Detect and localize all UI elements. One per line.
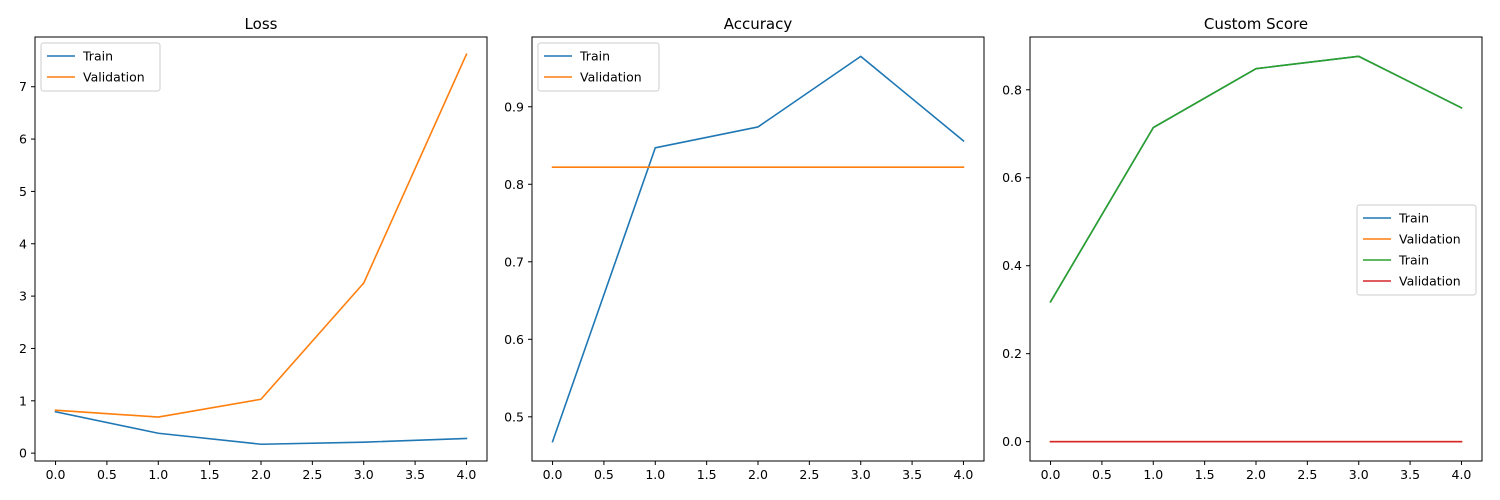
y-tick-label: 0.6 <box>1002 170 1022 185</box>
legend-label: Train <box>1398 211 1429 226</box>
x-tick-label: 1.5 <box>1195 467 1215 482</box>
y-tick-label: 6 <box>19 132 27 147</box>
x-tick-label: 3.0 <box>851 467 871 482</box>
legend-box <box>1356 204 1477 296</box>
x-tick-label: 2.0 <box>251 467 271 482</box>
legend-label: Validation <box>83 70 145 85</box>
x-tick-label: 2.5 <box>302 467 322 482</box>
series-line-validation-2 <box>54 53 468 418</box>
legend-label: Train <box>82 49 113 64</box>
legend-box <box>40 42 161 92</box>
legend-label: Validation <box>1399 274 1461 289</box>
x-tick-label: 3.5 <box>405 467 425 482</box>
y-tick-label: 0.9 <box>504 99 524 114</box>
x-tick-label: 2.5 <box>1297 467 1317 482</box>
chart-panel-2: Accuracy 0.0 0.5 1.0 1.5 2.0 2.5 3.0 3.5 4.0 0.5 0.… <box>504 15 985 482</box>
x-tick-label: 3.0 <box>354 467 374 482</box>
x-tick-label: 4.0 <box>954 467 974 482</box>
plot-frame <box>531 36 985 462</box>
series-line-train-1 <box>54 410 468 446</box>
x-tick-label: 3.5 <box>902 467 922 482</box>
x-tick-label: 1.5 <box>200 467 220 482</box>
x-tick-label: 0.0 <box>543 467 563 482</box>
legend: Train Validation Train Validation <box>1356 204 1477 296</box>
y-tick-label: 1 <box>19 393 27 408</box>
legend-label: Train <box>1398 253 1429 268</box>
x-tick-label: 0.0 <box>46 467 66 482</box>
chart-panel-3: Custom Score 0.0 0.5 1.0 1.5 2.0 2.5 3.0 3.5 4.0 0… <box>1002 15 1483 482</box>
y-tick-label: 7 <box>19 79 27 94</box>
y-tick-label: 5 <box>19 184 27 199</box>
y-tick-label: 0.8 <box>504 177 524 192</box>
x-tick-label: 2.5 <box>799 467 819 482</box>
y-tick-label: 0 <box>19 446 27 461</box>
legend: Train Validation <box>537 42 660 92</box>
y-tick-label: 0.0 <box>1002 434 1022 449</box>
y-tick-label: 0.2 <box>1002 346 1022 361</box>
x-tick-label: 1.0 <box>645 467 665 482</box>
legend-label: Validation <box>580 70 642 85</box>
plot-frame <box>34 36 488 462</box>
y-tick-label: 3 <box>19 289 27 304</box>
x-tick-label: 4.0 <box>457 467 477 482</box>
legend-label: Validation <box>1399 232 1461 247</box>
y-tick-label: 0.4 <box>1002 258 1022 273</box>
x-tick-label: 0.5 <box>1092 467 1112 482</box>
x-tick-label: 0.5 <box>594 467 614 482</box>
y-tick-label: 0.7 <box>504 254 524 269</box>
x-tick-label: 1.5 <box>697 467 717 482</box>
series-line-train-1 <box>551 55 965 443</box>
chart-title: Accuracy <box>724 15 793 33</box>
y-tick-label: 4 <box>19 236 27 251</box>
x-tick-label: 2.0 <box>748 467 768 482</box>
x-tick-label: 0.0 <box>1041 467 1061 482</box>
legend-label: Train <box>579 49 610 64</box>
legend-box <box>537 42 660 92</box>
x-tick-label: 2.0 <box>1246 467 1266 482</box>
y-tick-label: 0.6 <box>504 332 524 347</box>
x-tick-label: 3.0 <box>1349 467 1369 482</box>
x-tick-label: 3.5 <box>1400 467 1420 482</box>
plot-frame <box>1029 36 1483 462</box>
series-line-train-3 <box>1049 55 1463 303</box>
chart-title: Custom Score <box>1204 15 1308 33</box>
x-tick-label: 4.0 <box>1452 467 1472 482</box>
x-tick-label: 1.0 <box>148 467 168 482</box>
x-tick-label: 1.0 <box>1143 467 1163 482</box>
legend: Train Validation <box>40 42 161 92</box>
y-tick-label: 0.8 <box>1002 82 1022 97</box>
y-tick-label: 2 <box>19 341 27 356</box>
x-tick-label: 0.5 <box>97 467 117 482</box>
chart-title: Loss <box>245 15 278 33</box>
y-tick-label: 0.5 <box>504 409 524 424</box>
